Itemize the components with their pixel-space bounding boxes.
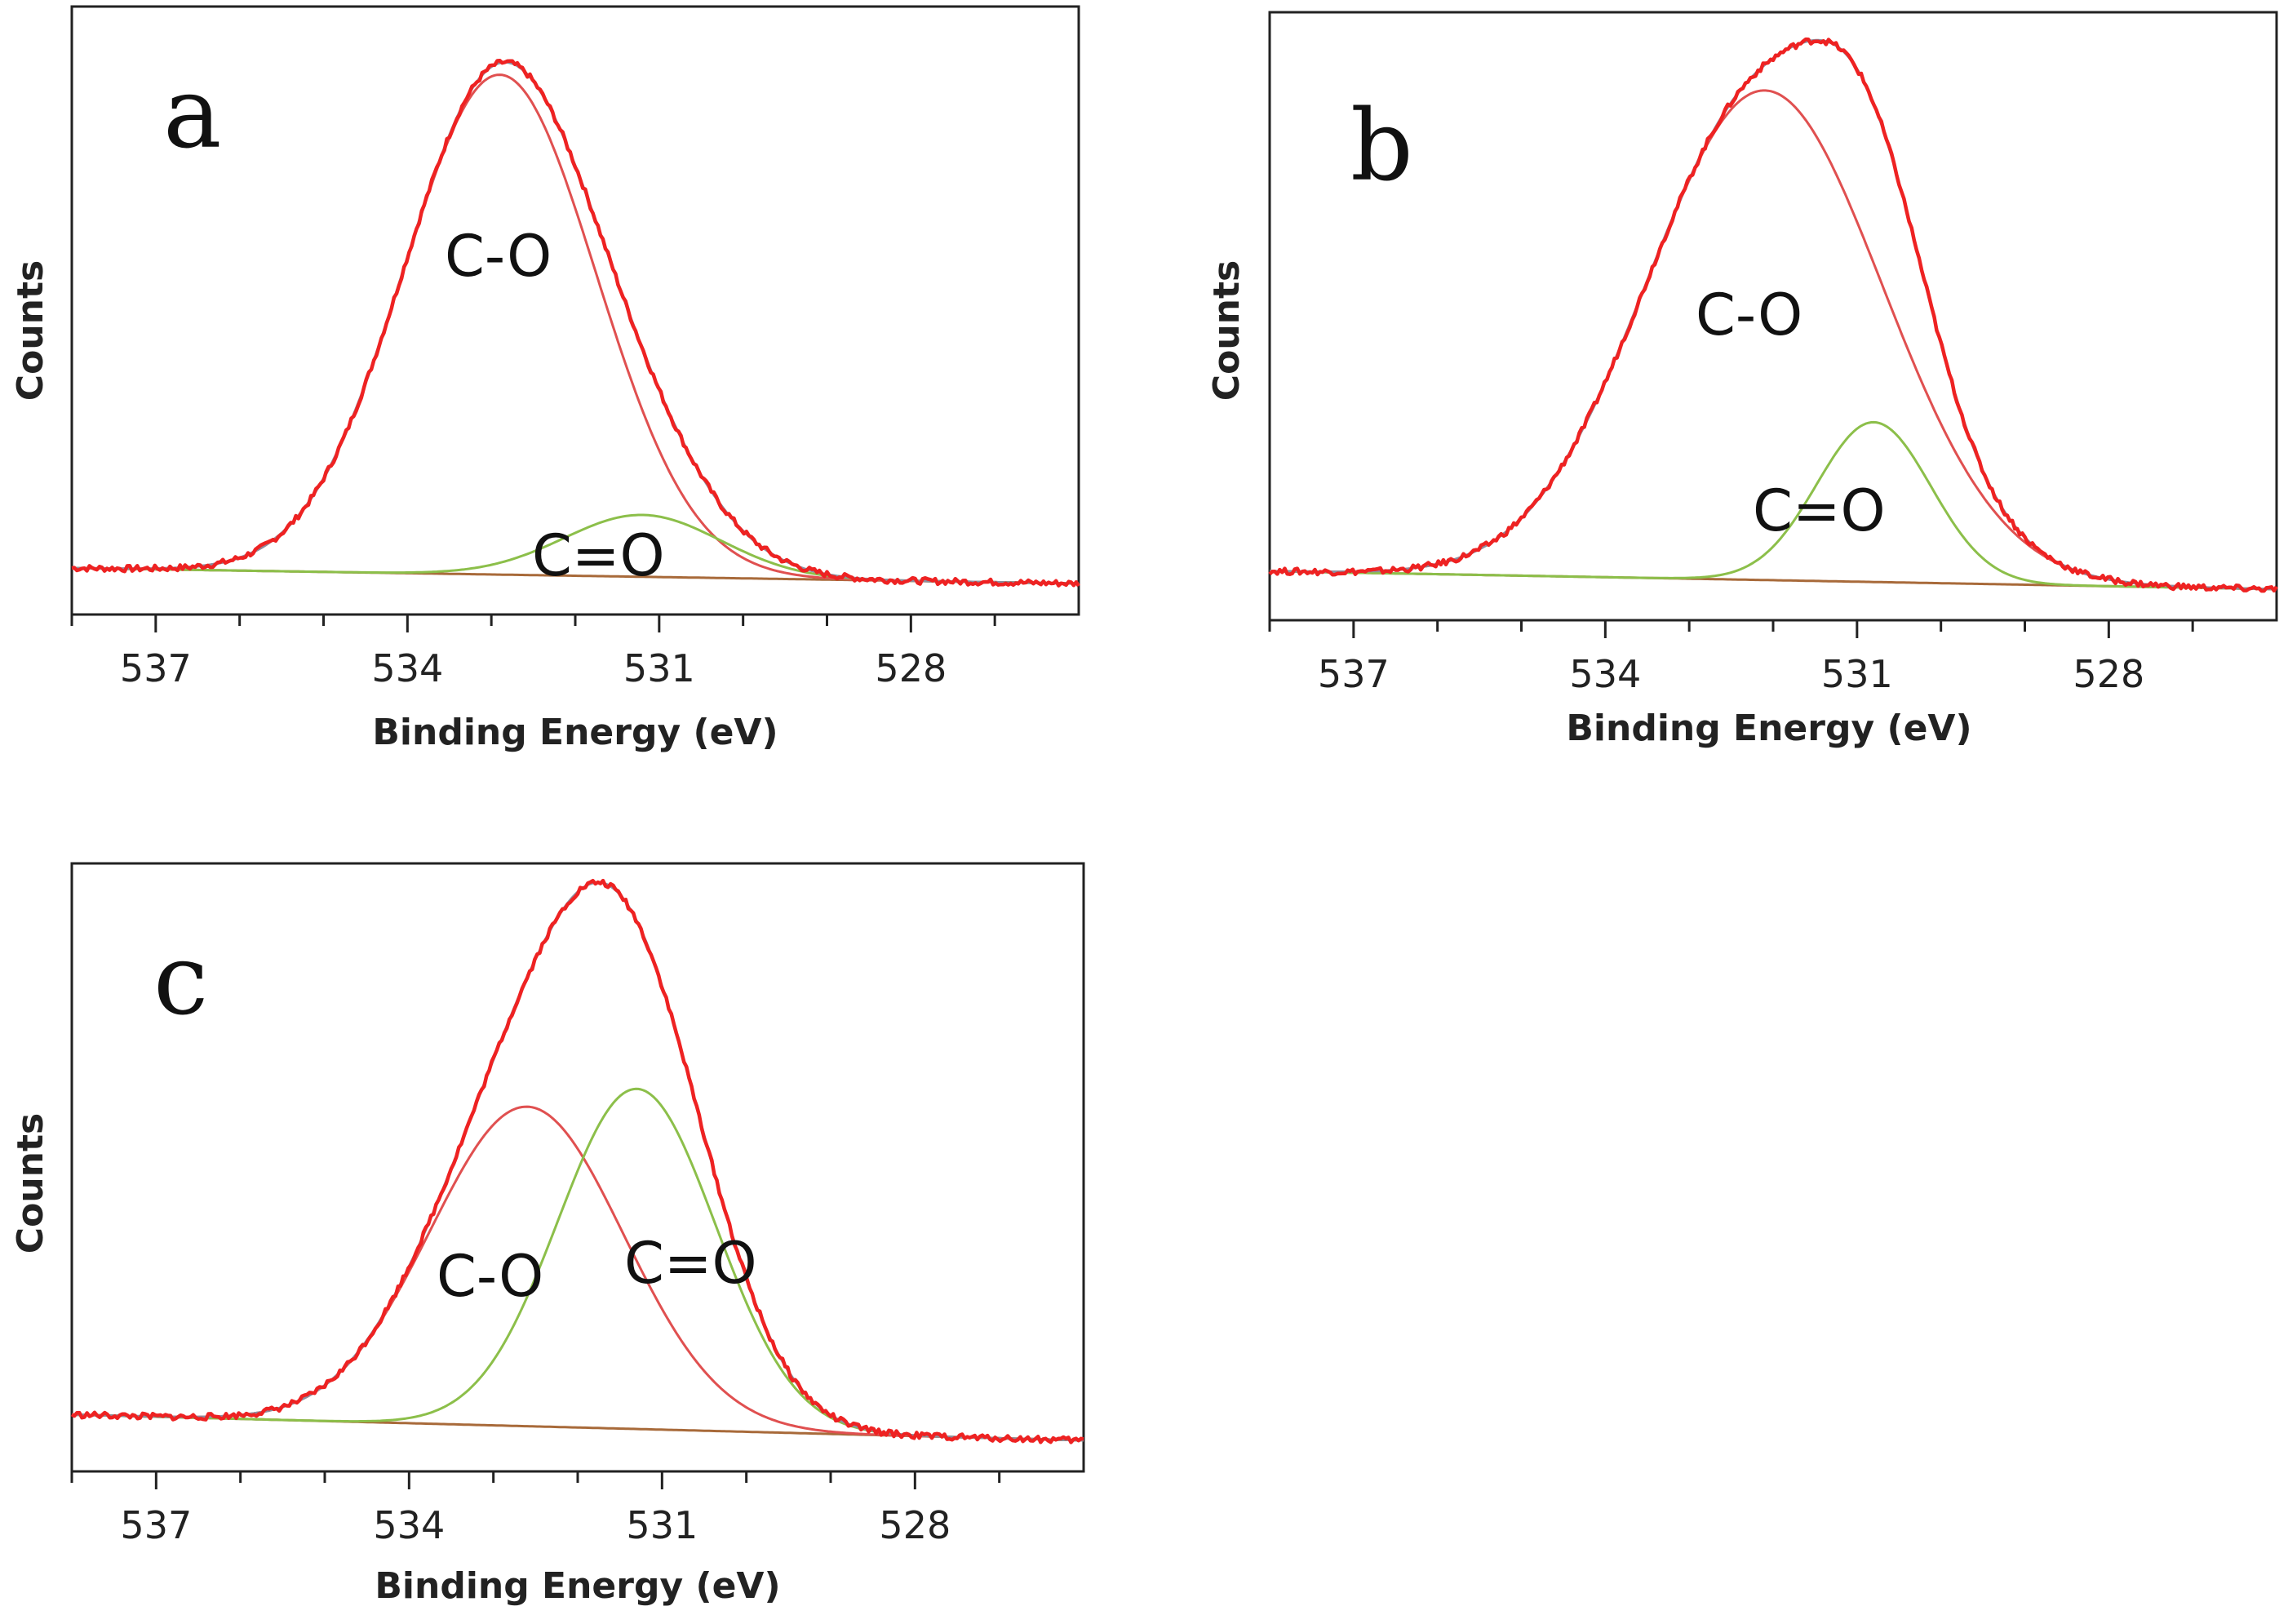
panel-letter: b <box>1350 90 1413 203</box>
peak-label-c-eq-o: C=O <box>624 1230 757 1297</box>
x-tick-label: 528 <box>875 646 947 690</box>
panel-letter: a <box>163 57 222 171</box>
panel-c: 537 534 531 528 c C-O C=O Binding Energy (e… <box>10 862 1085 1607</box>
panel-letter: c <box>153 924 208 1037</box>
component-peak-c-o <box>71 1105 1084 1442</box>
x-tick-label: 531 <box>626 1503 698 1547</box>
x-ticks: 537 534 531 528 <box>70 1471 1001 1547</box>
component-peak-c-o <box>71 73 1079 585</box>
x-tick-label: 531 <box>1821 652 1893 696</box>
envelope-fit-line <box>71 60 1079 585</box>
x-tick-label: 528 <box>879 1503 951 1547</box>
curves <box>1268 37 2278 593</box>
x-tick-label: 537 <box>1318 652 1390 696</box>
x-ticks: 537 534 531 528 <box>1268 620 2194 696</box>
x-tick-label: 537 <box>120 1503 192 1547</box>
y-axis-title: Counts <box>10 1113 51 1253</box>
panel-b: 537 534 531 528 b C-O C=O Binding Energy (e… <box>1206 11 2278 749</box>
component-peak-c-eq-o <box>71 1087 1084 1442</box>
x-axis-title: Binding Energy (eV) <box>1566 708 1971 749</box>
peak-label-c-o: C-O <box>445 223 552 290</box>
x-tick-label: 528 <box>2073 652 2144 696</box>
x-tick-label: 534 <box>373 1503 445 1547</box>
measured-data-line <box>70 878 1084 1444</box>
component-peak-c-eq-o <box>1269 420 2277 591</box>
envelope-fit-line <box>71 881 1084 1442</box>
x-ticks: 537 534 531 528 <box>70 615 996 690</box>
x-tick-label: 531 <box>623 646 695 690</box>
peak-label-c-eq-o: C=O <box>532 522 665 589</box>
y-axis-title: Counts <box>10 260 51 401</box>
panel-a: 537 534 531 528 a C-O C=O Binding Energy (e… <box>10 5 1080 753</box>
peak-label-c-o: C-O <box>437 1243 543 1310</box>
x-tick-label: 537 <box>120 646 192 690</box>
peak-label-c-eq-o: C=O <box>1753 477 1886 544</box>
x-tick-label: 534 <box>371 646 443 690</box>
measured-data-line <box>1268 37 2278 593</box>
x-tick-label: 534 <box>1569 652 1641 696</box>
curves <box>70 878 1084 1444</box>
peak-label-c-o: C-O <box>1696 282 1802 348</box>
measured-data-line <box>71 58 1080 588</box>
plot-frame <box>70 862 1085 1473</box>
x-axis-title: Binding Energy (eV) <box>375 1565 780 1607</box>
x-axis-title: Binding Energy (eV) <box>372 712 778 753</box>
y-axis-title: Counts <box>1206 260 1248 401</box>
curves <box>71 58 1080 588</box>
